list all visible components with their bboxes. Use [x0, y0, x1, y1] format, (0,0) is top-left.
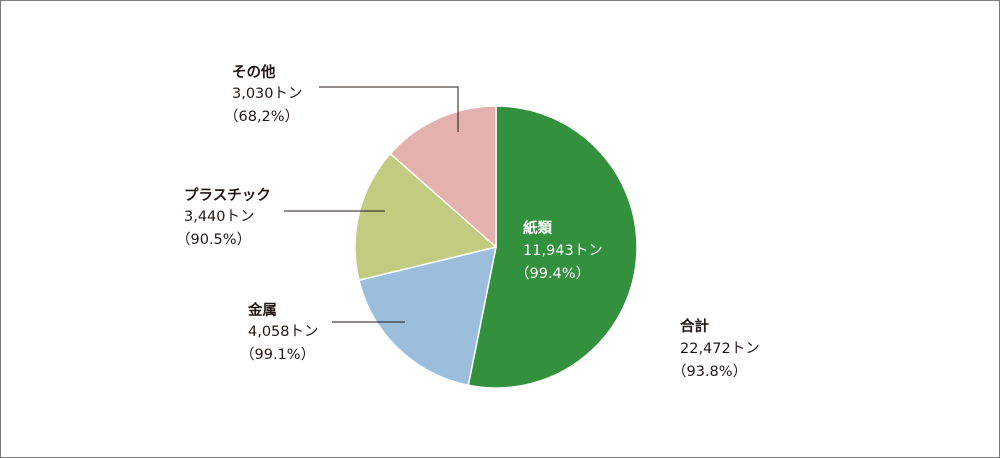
slice-rate: （68,2%）: [224, 108, 299, 125]
slice-amount: 4,058トン: [248, 324, 319, 340]
total-label: 合計 22,472トン （93.8%）: [672, 317, 760, 380]
pie-slices: [354, 105, 638, 389]
slice-label-other: その他 3,030トン （68,2%）: [224, 63, 303, 125]
slice-rate: （99.4%）: [515, 265, 590, 282]
slice-name: プラスチック: [184, 187, 271, 204]
slice-label-plastic: プラスチック 3,440トン （90.5%）: [176, 187, 271, 248]
slice-name: その他: [232, 63, 276, 81]
slice-label-paper: 紙類 11,943トン （99.4%）: [515, 219, 603, 282]
pie-slice-paper: [467, 105, 638, 389]
slice-name: 金属: [247, 301, 277, 319]
leader-lines: [284, 86, 459, 323]
slice-name: 紙類: [523, 219, 552, 237]
pie-slice-plastic: [354, 152, 497, 282]
slice-amount: 11,943トン: [523, 243, 603, 259]
slice-rate: （90.5%）: [176, 231, 251, 248]
pie-slice-metal: [358, 246, 497, 386]
slice-amount: 3,030トン: [232, 86, 303, 102]
pie-slice-other: [389, 105, 497, 248]
total-name: 合計: [679, 317, 709, 335]
slice-label-metal: 金属 4,058トン （99.1%）: [240, 301, 319, 363]
total-amount: 22,472トン: [680, 341, 760, 357]
slice-rate: （99.1%）: [240, 346, 315, 363]
slice-amount: 3,440トン: [184, 209, 255, 225]
total-rate: （93.8%）: [672, 363, 747, 380]
leader-line-other: [319, 86, 459, 132]
